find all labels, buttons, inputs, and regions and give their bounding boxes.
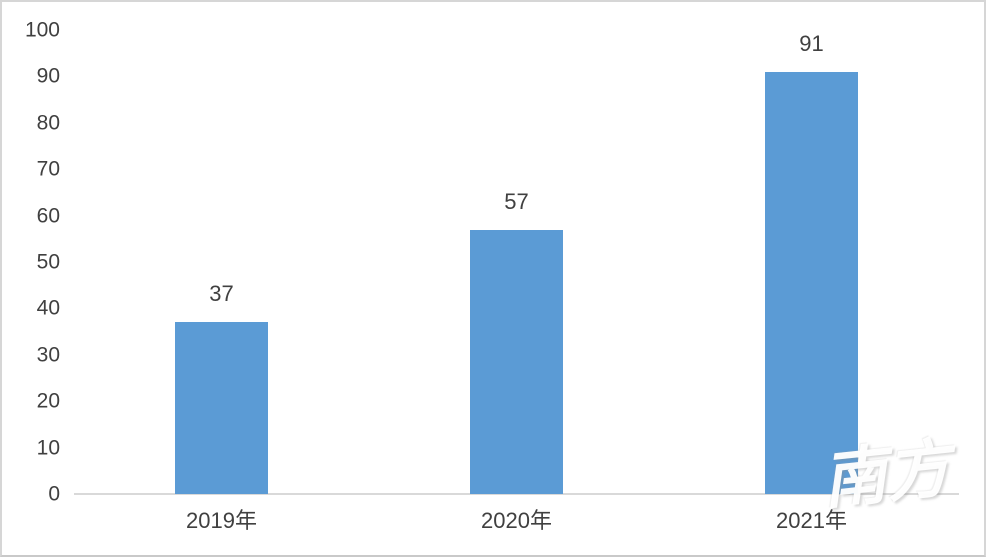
x-axis-line: [74, 493, 959, 495]
x-axis-category-label: 2019年: [186, 508, 257, 533]
bar-value-label: 37: [209, 281, 234, 307]
y-axis-tick-label: 60: [36, 204, 60, 228]
bar-value-label: 57: [504, 188, 529, 214]
y-axis-tick-label: 80: [36, 111, 60, 135]
bar-2019: [175, 322, 268, 494]
y-axis-tick-label: 30: [36, 343, 60, 367]
y-axis-tick-label: 0: [48, 482, 60, 506]
y-axis-tick-label: 100: [24, 18, 60, 42]
x-axis-category-label: 2021年: [776, 508, 847, 533]
y-axis-tick-label: 40: [36, 296, 60, 320]
y-axis-tick-label: 10: [36, 436, 60, 460]
y-axis-tick-label: 70: [36, 157, 60, 181]
y-axis-tick-label: 50: [36, 250, 60, 274]
bar-2020: [470, 229, 563, 494]
bar-value-label: 91: [799, 30, 824, 56]
bar-2021: [765, 71, 858, 494]
y-axis-tick-label: 20: [36, 389, 60, 413]
y-axis-tick-label: 90: [36, 64, 60, 88]
x-axis-category-label: 2020年: [481, 508, 552, 533]
